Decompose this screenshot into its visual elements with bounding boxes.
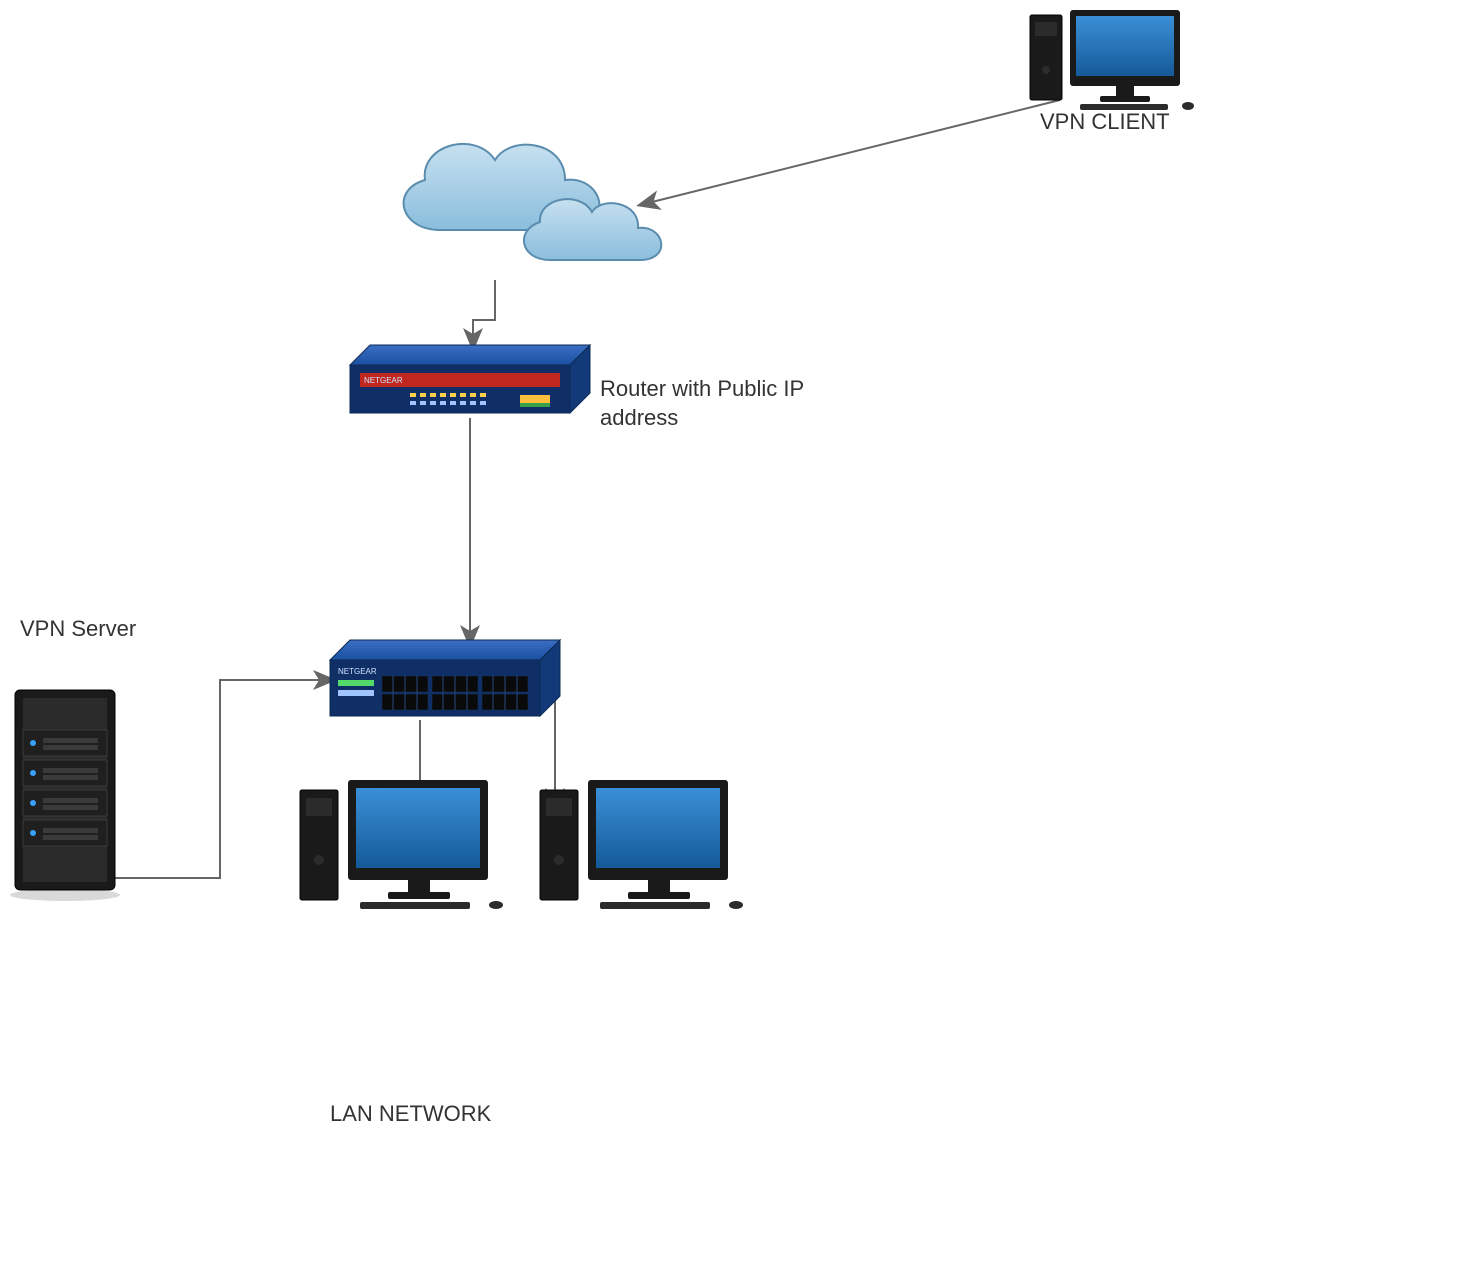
edge-cloud-router: [473, 280, 495, 348]
router-label: Router with Public IP address: [600, 375, 804, 432]
lan-pc1-icon: [300, 780, 503, 909]
lan-pc2-icon: [540, 780, 743, 909]
router-icon: NETGEAR: [350, 345, 590, 413]
cloud-icon: [404, 144, 662, 260]
edge-client-cloud: [640, 100, 1060, 205]
svg-text:NETGEAR: NETGEAR: [338, 667, 377, 676]
vpn-client-pc-icon: [1030, 10, 1194, 110]
svg-text:NETGEAR: NETGEAR: [364, 376, 403, 385]
server-icon: [10, 690, 120, 901]
vpn-client-label: VPN CLIENT: [1040, 108, 1170, 137]
vpn-server-label: VPN Server: [20, 615, 136, 644]
switch-icon: NETGEAR: [330, 640, 560, 716]
lan-network-label: LAN NETWORK: [330, 1100, 491, 1129]
